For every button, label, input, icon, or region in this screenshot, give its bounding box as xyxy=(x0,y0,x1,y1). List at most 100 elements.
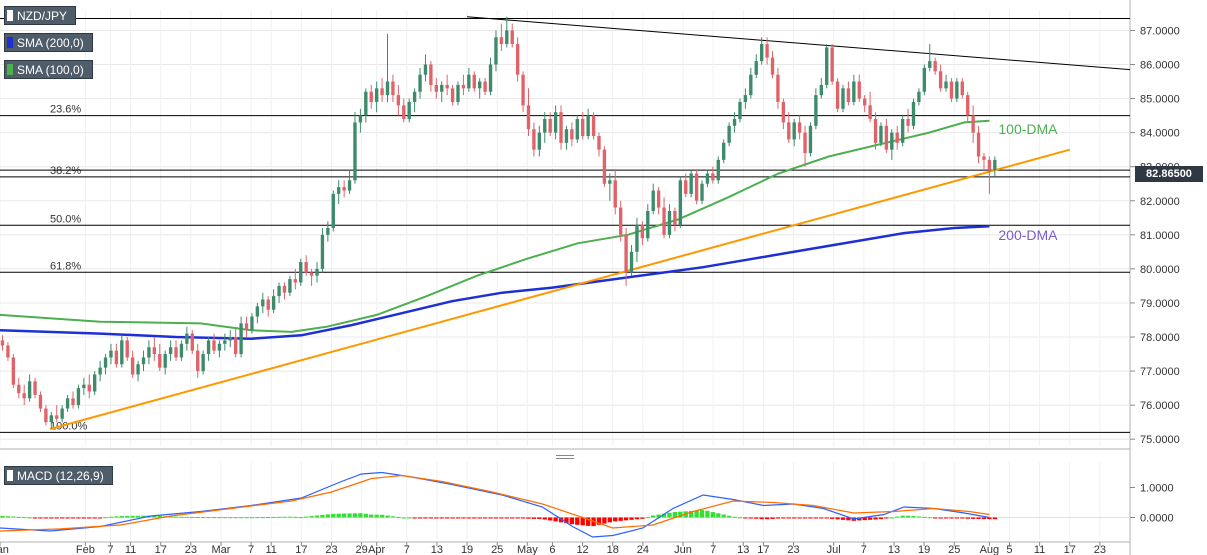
macd-histogram-bar xyxy=(623,517,629,521)
candle-down xyxy=(55,415,59,419)
candle-up xyxy=(488,64,493,92)
candle-up xyxy=(93,374,97,392)
candle-up xyxy=(239,323,243,355)
macd-histogram-bar xyxy=(781,517,786,519)
chart-annotations: 100-DMA 200-DMA xyxy=(998,121,1058,243)
macd-histogram-bar xyxy=(580,517,585,526)
macd-histogram-bar xyxy=(759,517,764,520)
candle-down xyxy=(781,101,786,123)
macd-histogram-bar xyxy=(434,517,439,519)
macd-histogram-bar xyxy=(867,517,873,520)
macd-histogram-bar xyxy=(59,517,65,519)
sma200-swatch xyxy=(7,37,13,48)
candle-up xyxy=(440,84,444,92)
candle-up xyxy=(754,61,758,75)
date-tick-label: Feb xyxy=(76,544,95,555)
macd-histogram-bar xyxy=(927,517,932,519)
candle-up xyxy=(689,173,693,194)
macd-histogram-bar xyxy=(341,513,347,518)
candle-up xyxy=(407,101,411,119)
macd-histogram-bar xyxy=(824,517,829,519)
macd-histogram-bar xyxy=(504,517,509,519)
candle-up xyxy=(358,115,363,123)
candle-up xyxy=(944,81,948,89)
candle-up xyxy=(223,340,227,344)
candle-down xyxy=(450,88,455,102)
macd-histogram-bar xyxy=(190,516,195,518)
date-tick-label: Apr xyxy=(368,544,385,555)
candle-down xyxy=(662,207,666,235)
candle-up xyxy=(759,44,764,62)
candle-up xyxy=(228,337,232,341)
macd-histogram-bar xyxy=(602,517,607,524)
candle-down xyxy=(982,156,986,160)
candle-down xyxy=(787,122,791,140)
candle-down xyxy=(597,136,601,150)
candle-up xyxy=(326,228,330,235)
macd-histogram-bar xyxy=(76,517,81,519)
price-tick-label: 80.0000 xyxy=(1140,264,1180,276)
macd-histogram-bar xyxy=(157,515,162,518)
date-tick-label: 19 xyxy=(461,544,473,555)
macd-histogram-bar xyxy=(87,517,92,519)
candle-down xyxy=(624,234,628,273)
candle-up xyxy=(27,381,32,399)
candle-up xyxy=(537,132,542,150)
macd-histogram-bar xyxy=(493,517,499,519)
candle-up xyxy=(608,180,612,184)
candle-up xyxy=(792,122,796,140)
macd-histogram-bar xyxy=(813,517,819,519)
candle-down xyxy=(212,340,216,351)
macd-histogram-bar xyxy=(596,517,602,525)
macd-histogram-bar xyxy=(16,516,21,518)
macd-label[interactable]: MACD (12,26,9) xyxy=(4,466,113,485)
macd-histogram-bar xyxy=(141,515,146,518)
macd-histogram-bar xyxy=(396,517,401,519)
sma100-label[interactable]: SMA (100,0) xyxy=(4,60,93,79)
date-tick-label: 7 xyxy=(710,544,716,555)
candle-up xyxy=(629,251,634,273)
price-tick-label: 86.0000 xyxy=(1140,60,1180,72)
candle-down xyxy=(445,84,449,89)
macd-axis: 0.0000 1.0000 xyxy=(1130,483,1174,525)
macd-histogram-bar xyxy=(510,517,515,519)
macd-histogram-bar xyxy=(922,516,927,518)
macd-histogram-bar xyxy=(916,516,922,518)
candle-down xyxy=(618,207,623,235)
candle-up xyxy=(109,350,113,358)
date-tick-label: 13 xyxy=(737,544,749,555)
candle-up xyxy=(141,357,146,365)
macd-histogram-bar xyxy=(336,513,341,518)
candle-down xyxy=(987,159,992,171)
macd-histogram-bar xyxy=(911,516,916,518)
macd-histogram-bar xyxy=(282,516,287,518)
candle-up xyxy=(852,81,856,102)
symbol-label[interactable]: NZD/JPY xyxy=(4,6,77,25)
macd-histogram-bar xyxy=(629,517,634,520)
panel-splitter[interactable] xyxy=(556,455,574,456)
candle-up xyxy=(814,95,818,126)
macd-tick-label: 0.0000 xyxy=(1140,513,1174,525)
candle-down xyxy=(17,384,21,394)
macd-histogram-bar xyxy=(22,517,27,519)
macd-histogram-bar xyxy=(450,517,455,519)
candle-down xyxy=(863,98,867,106)
candle-up xyxy=(261,299,265,307)
candle-up xyxy=(168,347,173,355)
candle-down xyxy=(114,350,119,365)
macd-histogram-bar xyxy=(222,517,228,519)
candle-down xyxy=(559,112,563,143)
price-tick-label: 85.0000 xyxy=(1140,94,1180,106)
macd-histogram-bar xyxy=(27,517,32,519)
sma100-text: SMA (100,0) xyxy=(17,63,84,77)
macd-histogram-bar xyxy=(531,517,537,519)
macd-histogram-bar xyxy=(992,517,997,520)
macd-histogram-bar xyxy=(878,517,884,520)
candle-up xyxy=(315,268,319,276)
macd-histogram-bar xyxy=(743,517,748,519)
macd-histogram-bar xyxy=(802,517,808,519)
sma200-label[interactable]: SMA (200,0) xyxy=(4,33,93,52)
signal-line xyxy=(0,474,990,532)
candle-down xyxy=(396,95,401,106)
macd-histogram-bar xyxy=(710,512,716,518)
